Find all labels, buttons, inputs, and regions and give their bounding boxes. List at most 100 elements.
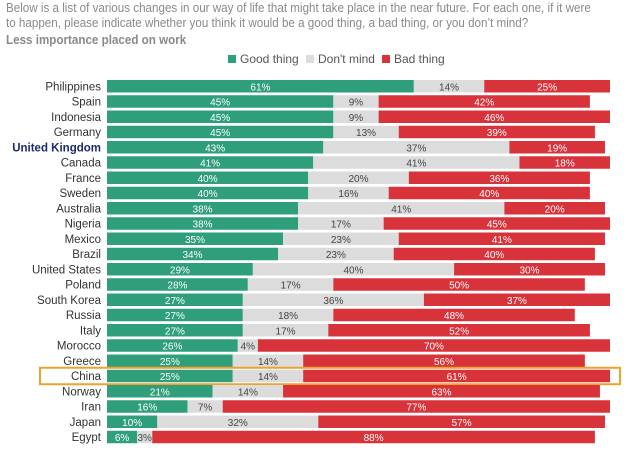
bar-bad-russia: [333, 308, 575, 322]
value-label-good-iran: 16%: [137, 403, 157, 414]
bar-bad-spain: [378, 95, 590, 108]
bar-dont-mind-egypt: [137, 430, 153, 444]
bar-good-australia: [107, 202, 299, 215]
bar-good-morocco: [107, 339, 238, 352]
bar-dont-mind-united-states: [252, 263, 455, 276]
category-label-sweden: Sweden: [59, 188, 101, 200]
bar-dont-mind-china: [232, 369, 304, 383]
value-label-bad-egypt: 88%: [364, 433, 384, 444]
legend-label-good: Good thing: [240, 52, 299, 66]
bar-bad-egypt: [152, 430, 595, 444]
value-label-dont-mind-philippines: 14%: [439, 82, 459, 93]
category-label-brazil: Brazil: [72, 249, 101, 261]
value-label-bad-mexico: 41%: [492, 235, 512, 246]
value-label-bad-italy: 52%: [449, 326, 469, 337]
value-label-bad-nigeria: 45%: [487, 220, 507, 231]
bar-good-mexico: [107, 232, 284, 245]
value-label-good-morocco: 26%: [162, 342, 182, 353]
value-label-good-poland: 28%: [167, 281, 187, 292]
value-label-good-nigeria: 38%: [193, 220, 213, 231]
category-label-morocco: Morocco: [57, 341, 101, 353]
value-label-good-norway: 21%: [150, 387, 170, 398]
value-label-dont-mind-italy: 17%: [276, 326, 296, 337]
bar-good-brazil: [107, 247, 279, 261]
value-label-dont-mind-japan: 32%: [228, 418, 248, 429]
bar-dont-mind-united-kingdom: [323, 141, 510, 154]
value-label-bad-south-korea: 37%: [507, 296, 527, 307]
bar-bad-norway: [283, 385, 600, 398]
chart-legend: Good thing Don't mind Bad thing: [0, 52, 640, 68]
category-label-germany: Germany: [54, 127, 102, 139]
bar-bad-france: [408, 171, 590, 184]
category-label-mexico: Mexico: [65, 234, 101, 246]
bar-dont-mind-canada: [313, 156, 520, 169]
value-label-good-egypt: 6%: [115, 433, 130, 444]
value-label-good-philippines: 61%: [250, 82, 270, 93]
value-label-dont-mind-united-states: 40%: [343, 265, 363, 276]
bar-bad-morocco: [257, 339, 610, 352]
legend-label-bad: Bad thing: [394, 52, 445, 66]
bar-dont-mind-italy: [242, 324, 329, 337]
value-label-bad-china: 61%: [447, 372, 467, 383]
category-label-south-korea: South Korea: [37, 295, 102, 307]
value-label-good-japan: 10%: [122, 418, 142, 429]
value-label-good-australia: 38%: [193, 204, 213, 215]
category-label-poland: Poland: [65, 280, 101, 292]
category-label-spain: Spain: [72, 97, 101, 109]
value-label-bad-france: 36%: [489, 174, 509, 185]
bar-good-china: [107, 369, 233, 383]
bar-dont-mind-australia: [298, 202, 505, 215]
legend-swatch-bad: [382, 55, 390, 63]
value-label-dont-mind-egypt: 3%: [137, 433, 152, 444]
value-label-good-germany: 45%: [210, 128, 230, 139]
value-label-good-united-kingdom: 43%: [205, 143, 225, 154]
bar-good-iran: [107, 400, 188, 413]
category-label-japan: Japan: [70, 417, 101, 429]
value-label-good-italy: 27%: [165, 326, 185, 337]
bar-bad-united-states: [454, 263, 605, 276]
bar-good-sweden: [107, 186, 309, 200]
value-label-bad-greece: 56%: [434, 357, 454, 368]
bar-bad-italy: [328, 324, 590, 337]
value-label-dont-mind-canada: 41%: [406, 159, 426, 170]
value-label-bad-indonesia: 46%: [484, 113, 504, 124]
bar-dont-mind-morocco: [237, 339, 258, 352]
value-label-bad-united-kingdom: 19%: [547, 143, 567, 154]
bar-bad-south-korea: [423, 293, 610, 306]
bar-dont-mind-germany: [333, 125, 399, 139]
bar-bad-mexico: [398, 232, 605, 245]
category-label-china: China: [71, 371, 102, 383]
bar-bad-japan: [318, 415, 605, 428]
value-label-dont-mind-sweden: 16%: [338, 189, 358, 200]
value-label-good-indonesia: 45%: [210, 113, 230, 124]
value-label-dont-mind-mexico: 23%: [331, 235, 351, 246]
value-label-dont-mind-france: 20%: [348, 174, 368, 185]
bar-dont-mind-iran: [187, 400, 223, 413]
bar-bad-brazil: [393, 247, 595, 261]
value-label-dont-mind-united-kingdom: 37%: [406, 143, 426, 154]
bar-bad-nigeria: [383, 217, 610, 230]
value-label-bad-germany: 39%: [487, 128, 507, 139]
value-label-dont-mind-indonesia: 9%: [349, 113, 364, 124]
category-label-philippines: Philippines: [45, 81, 101, 93]
value-label-good-mexico: 35%: [185, 235, 205, 246]
bar-dont-mind-brazil: [278, 247, 394, 261]
value-label-good-brazil: 34%: [183, 250, 203, 261]
bar-good-egypt: [107, 430, 138, 444]
bar-good-united-kingdom: [107, 141, 324, 154]
highlight-box-china: [39, 366, 621, 386]
bar-good-greece: [107, 354, 233, 367]
category-label-egypt: Egypt: [72, 432, 102, 444]
value-label-bad-canada: 18%: [555, 159, 575, 170]
value-label-dont-mind-greece: 14%: [258, 357, 278, 368]
bar-good-france: [107, 171, 309, 184]
value-label-good-south-korea: 27%: [165, 296, 185, 307]
bar-good-united-states: [107, 263, 253, 276]
category-label-australia: Australia: [56, 203, 101, 215]
bar-dont-mind-philippines: [413, 80, 485, 93]
bar-dont-mind-mexico: [283, 232, 399, 245]
value-label-bad-norway: 63%: [431, 387, 451, 398]
bar-good-poland: [107, 278, 248, 291]
bar-bad-china: [303, 369, 610, 383]
bar-dont-mind-greece: [232, 354, 304, 367]
